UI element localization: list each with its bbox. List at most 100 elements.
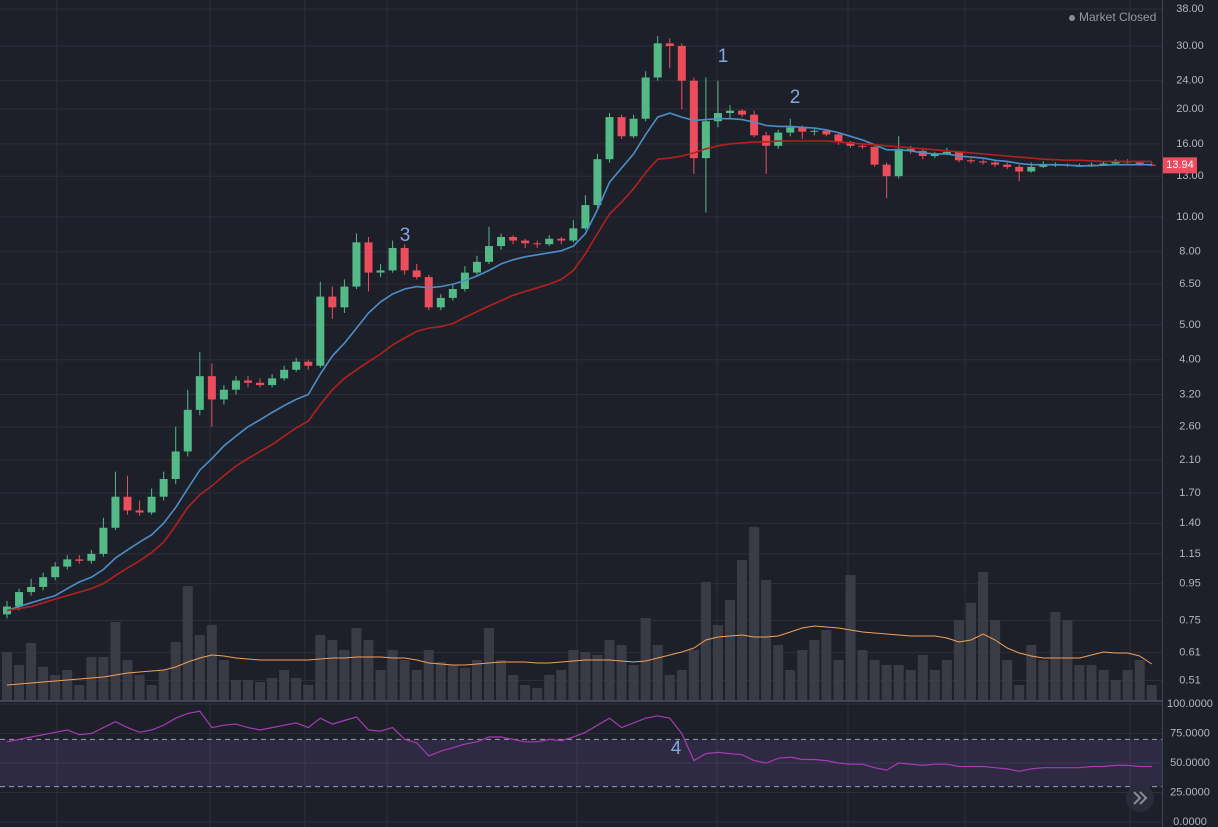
volume-bar [496,660,507,700]
candle-body [521,240,530,244]
scroll-icon[interactable] [1133,791,1148,805]
y-tick-label: 8.00 [1179,246,1200,258]
candle-body [629,118,638,137]
candle-body [569,228,578,241]
volume-bar [809,640,820,700]
candle-body [400,247,409,271]
volume-bar [74,685,85,700]
y-tick-label: 38.00 [1176,3,1204,15]
y-tick-label: 24.00 [1176,75,1204,87]
candle-body [328,296,337,308]
volume-bar [520,685,531,700]
volume-bar [1038,660,1049,700]
candle-body [15,592,24,607]
volume-bar [1050,612,1061,700]
candle-body [497,236,506,247]
volume-bar [857,650,868,700]
volume-bar [170,642,181,700]
candle-body [268,378,277,386]
volume-bar [628,665,639,700]
volume-bar [423,650,434,700]
candle-body [641,77,650,119]
rsi-line [6,710,1152,772]
y-tick-label: 100.0000 [1167,698,1213,710]
volume-bar [700,582,711,700]
y-tick-label: 0.0000 [1173,816,1207,827]
candle-body [942,151,951,154]
candle-body [111,496,120,528]
volume-bar [725,600,735,700]
candle-body [424,277,433,308]
candle-body [135,510,144,513]
volume-bar [146,685,157,700]
volume-bar [435,662,446,700]
candle-body [472,261,481,273]
plot [0,8,1162,823]
volume-bar [640,618,651,700]
annotation: 3 [400,225,411,246]
volume-bar [339,650,350,700]
volume-bar [1074,665,1085,700]
volume-bar [122,660,133,700]
volume-bar [676,670,687,700]
candle-body [689,80,698,159]
candle-body [27,586,36,593]
candle-body [822,130,831,135]
candle-body [304,361,313,366]
volume-bar [2,652,12,700]
last-price-label: 13.94 [1166,159,1194,171]
candle-body [533,243,542,245]
volume-bar [1062,620,1073,700]
volume-bar [556,670,567,700]
candle-body [352,242,361,287]
candle-body [617,117,626,137]
candle-body [364,242,373,273]
candle-body [412,270,421,278]
volume-bar [869,660,880,700]
candle-body [605,117,614,160]
volume-bar [98,657,109,700]
scroll-button[interactable] [1126,784,1154,812]
candle-body [882,164,891,177]
y-tick-label: 2.60 [1179,421,1200,433]
volume-bar [568,650,579,700]
volume-bar [616,645,627,700]
volume-bar [62,670,73,700]
volume-bar [1002,660,1013,700]
candle-body [1135,162,1144,165]
candle-body [665,43,674,46]
volume-bar [917,655,928,700]
moving-average-line [6,112,1152,612]
volume-bar [797,650,808,700]
volume-bar [845,575,856,700]
volume-bar [230,680,241,700]
volume-bar [206,625,217,700]
volume-bar [134,675,145,700]
volume-bar [158,670,169,700]
volume-bar [1122,670,1133,700]
volume-bar [990,620,1001,700]
candle-body [894,148,903,177]
y-tick-label: 4.00 [1179,354,1200,366]
volume-bar [50,675,61,700]
volume-bar [785,670,796,700]
volume-bar [905,670,916,700]
candle-body [244,380,252,383]
moving-average-line [6,140,1152,612]
candle-body [39,577,48,587]
candle-body [1027,166,1036,172]
volume-bar [941,660,952,700]
candle-body [256,382,265,386]
volume-bar [1014,685,1025,700]
candle-body [1111,161,1120,164]
y-tick-label: 2.10 [1179,454,1200,466]
candle-body [147,496,156,513]
volume-bar [411,670,422,700]
candle-body [280,369,289,379]
volume-bar [978,572,989,700]
candle-body [979,161,988,163]
candle-body [1015,166,1024,172]
candle-body [436,297,445,308]
volume-bar [387,650,398,700]
